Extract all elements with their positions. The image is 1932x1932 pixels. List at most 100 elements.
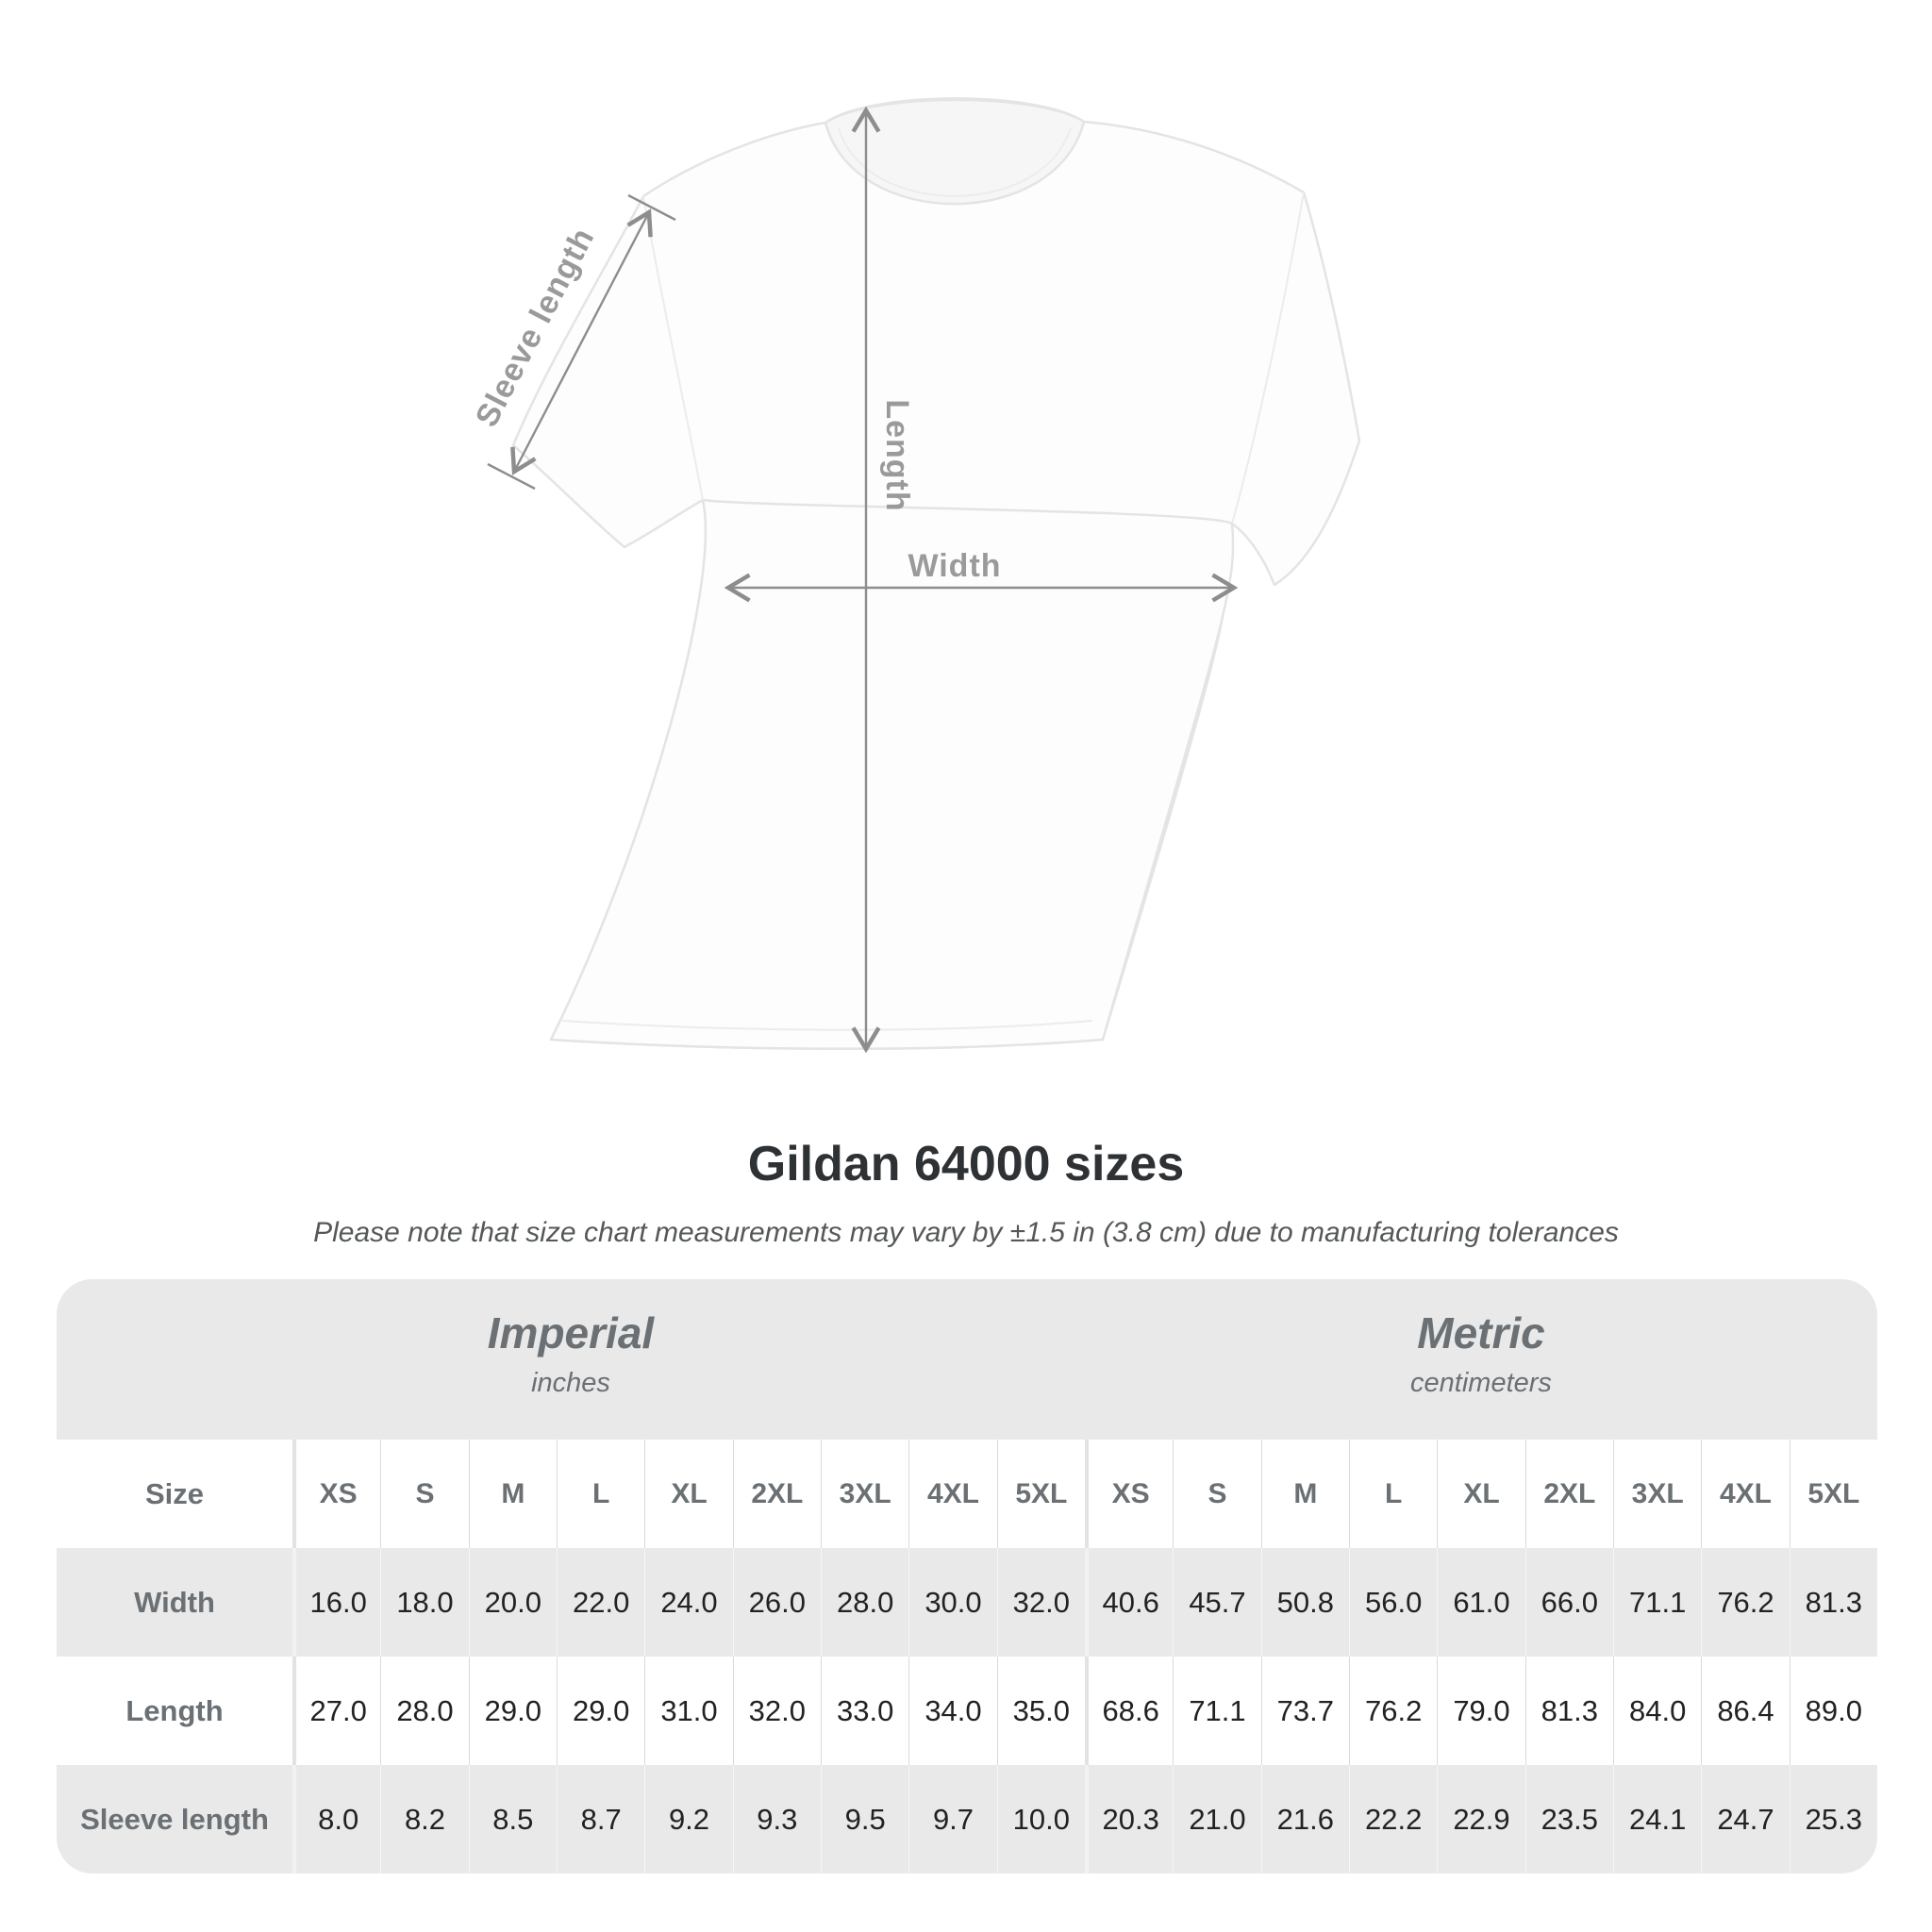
measurement-cell-metric: 81.3: [1789, 1548, 1877, 1657]
measurement-cell-imperial: 9.3: [732, 1765, 821, 1874]
measurement-cell-imperial: 20.0: [468, 1548, 557, 1657]
size-col-header-imperial: L: [557, 1440, 644, 1548]
size-col-header-metric: L: [1349, 1440, 1437, 1548]
measurement-cell-imperial: 29.0: [468, 1657, 557, 1765]
measurement-cell-imperial: 29.0: [557, 1657, 644, 1765]
right-sleeve-seam: [1231, 192, 1305, 525]
size-col-header-imperial: M: [468, 1440, 557, 1548]
table-section-header: Imperial inches Metric centimeters: [57, 1279, 1877, 1440]
measurement-cell-metric: 84.0: [1613, 1657, 1701, 1765]
sleeve-dimension-start-tick: [487, 462, 536, 491]
measurement-cell-imperial: 34.0: [908, 1657, 996, 1765]
measurement-cell-imperial: 8.2: [380, 1765, 468, 1874]
measurement-cell-metric: 21.0: [1173, 1765, 1260, 1874]
measurement-cell-metric: 40.6: [1085, 1548, 1173, 1657]
measurement-cell-imperial: 10.0: [996, 1765, 1085, 1874]
length-label: Length: [879, 399, 915, 511]
measurement-cell-metric: 23.5: [1524, 1765, 1613, 1874]
measurement-cell-metric: 86.4: [1701, 1657, 1789, 1765]
measurement-cell-metric: 81.3: [1524, 1657, 1613, 1765]
size-col-header-metric: M: [1260, 1440, 1349, 1548]
size-col-header-metric: XL: [1437, 1440, 1524, 1548]
measurement-cell-metric: 76.2: [1701, 1548, 1789, 1657]
measurement-cell-imperial: 32.0: [996, 1548, 1085, 1657]
measurement-cell-imperial: 16.0: [292, 1548, 380, 1657]
measurement-cell-metric: 71.1: [1613, 1548, 1701, 1657]
metric-label: Metric: [1417, 1307, 1545, 1357]
measurement-cell-imperial: 35.0: [996, 1657, 1085, 1765]
measurement-cell-imperial: 8.5: [468, 1765, 557, 1874]
measurement-cell-metric: 24.1: [1613, 1765, 1701, 1874]
metric-unit: centimeters: [1410, 1367, 1552, 1398]
size-col-header-metric: 2XL: [1524, 1440, 1613, 1548]
measurement-cell-metric: 21.6: [1260, 1765, 1349, 1874]
measurement-cell-imperial: 30.0: [908, 1548, 996, 1657]
measurement-cell-metric: 56.0: [1349, 1548, 1437, 1657]
size-col-header-imperial: XL: [644, 1440, 732, 1548]
size-col-header-imperial: 2XL: [732, 1440, 821, 1548]
measurement-cell-imperial: 24.0: [644, 1548, 732, 1657]
measurement-cell-metric: 76.2: [1349, 1657, 1437, 1765]
measurement-cell-metric: 25.3: [1789, 1765, 1877, 1874]
measurement-cell-imperial: 18.0: [380, 1548, 468, 1657]
row-label: Length: [125, 1693, 224, 1727]
width-label: Width: [908, 548, 1001, 584]
measurement-cell-imperial: 8.0: [292, 1765, 380, 1874]
size-col-header-imperial: 5XL: [996, 1440, 1085, 1548]
tshirt-measurement-diagram: Length Width Sleeve length: [469, 97, 1361, 1054]
measurement-cell-imperial: 27.0: [292, 1657, 380, 1765]
measurement-cell-imperial: 8.7: [557, 1765, 644, 1874]
bottom-hem-stitch: [561, 1020, 1093, 1031]
measurement-cell-metric: 24.7: [1701, 1765, 1789, 1874]
measurement-cell-imperial: 9.7: [908, 1765, 996, 1874]
size-col-header-metric: 3XL: [1613, 1440, 1701, 1548]
metric-section-header: Metric centimeters: [1085, 1279, 1877, 1440]
measurement-cell-metric: 89.0: [1789, 1657, 1877, 1765]
measurement-cell-imperial: 9.2: [644, 1765, 732, 1874]
measurement-cell-imperial: 28.0: [821, 1548, 908, 1657]
measurement-cell-metric: 45.7: [1173, 1548, 1260, 1657]
size-col-header-imperial: 4XL: [908, 1440, 996, 1548]
measurement-cell-metric: 20.3: [1085, 1765, 1173, 1874]
size-table: Imperial inches Metric centimeters Size X…: [57, 1279, 1877, 1874]
measurement-cell-metric: 61.0: [1437, 1548, 1524, 1657]
tolerance-note: Please note that size chart measurements…: [313, 1217, 1619, 1248]
imperial-unit: inches: [531, 1367, 610, 1398]
measurement-cell-imperial: 33.0: [821, 1657, 908, 1765]
measurement-cell-metric: 71.1: [1173, 1657, 1260, 1765]
sleeve-dimension-line: [510, 208, 653, 475]
measurement-cell-imperial: 32.0: [732, 1657, 821, 1765]
measurement-cell-imperial: 28.0: [380, 1657, 468, 1765]
imperial-section-header: Imperial inches: [57, 1279, 1085, 1440]
sleeve-dimension-end-tick: [627, 193, 676, 222]
measurement-row: Width 16.0 18.0 20.0 22.0 24.0 26.0 28.0 30.0 32.…: [57, 1548, 1877, 1657]
measurement-cell-metric: 22.2: [1349, 1765, 1437, 1874]
size-header-row: Size XS S M L XL 2XL 3XL 4XL 5XL XS S M L XL 2XL 3XL 4XL 5…: [57, 1440, 1877, 1548]
size-col-header-metric: 4XL: [1701, 1440, 1789, 1548]
measurement-cell-metric: 22.9: [1437, 1765, 1524, 1874]
row-label: Sleeve length: [80, 1802, 269, 1836]
size-corner-header: Size: [144, 1476, 205, 1510]
measurement-cell-metric: 68.6: [1085, 1657, 1173, 1765]
measurement-row: Sleeve length 8.0 8.2 8.5 8.7 9.2 9.3 9.5 9.7 10.…: [57, 1765, 1877, 1874]
measurement-cell-metric: 73.7: [1260, 1657, 1349, 1765]
measurement-cell-imperial: 22.0: [557, 1548, 644, 1657]
measurement-row: Length 27.0 28.0 29.0 29.0 31.0 32.0 33.0 34.0 35…: [57, 1657, 1877, 1765]
measurement-cell-imperial: 9.5: [821, 1765, 908, 1874]
size-col-header-metric: S: [1173, 1440, 1260, 1548]
size-col-header-imperial: S: [380, 1440, 468, 1548]
tshirt-torso: [549, 498, 1235, 1051]
page-title: Gildan 64000 sizes: [747, 1137, 1185, 1191]
row-label: Width: [134, 1585, 215, 1619]
size-col-header-metric: 5XL: [1789, 1440, 1877, 1548]
measurement-cell-metric: 66.0: [1524, 1548, 1613, 1657]
measurement-cell-imperial: 31.0: [644, 1657, 732, 1765]
imperial-label: Imperial: [487, 1307, 655, 1357]
size-col-header-imperial: XS: [292, 1440, 380, 1548]
measurement-cell-metric: 79.0: [1437, 1657, 1524, 1765]
tshirt-collar: [824, 98, 1086, 206]
measurement-cell-imperial: 26.0: [732, 1548, 821, 1657]
size-col-header-metric: XS: [1085, 1440, 1173, 1548]
measurement-cell-metric: 50.8: [1260, 1548, 1349, 1657]
